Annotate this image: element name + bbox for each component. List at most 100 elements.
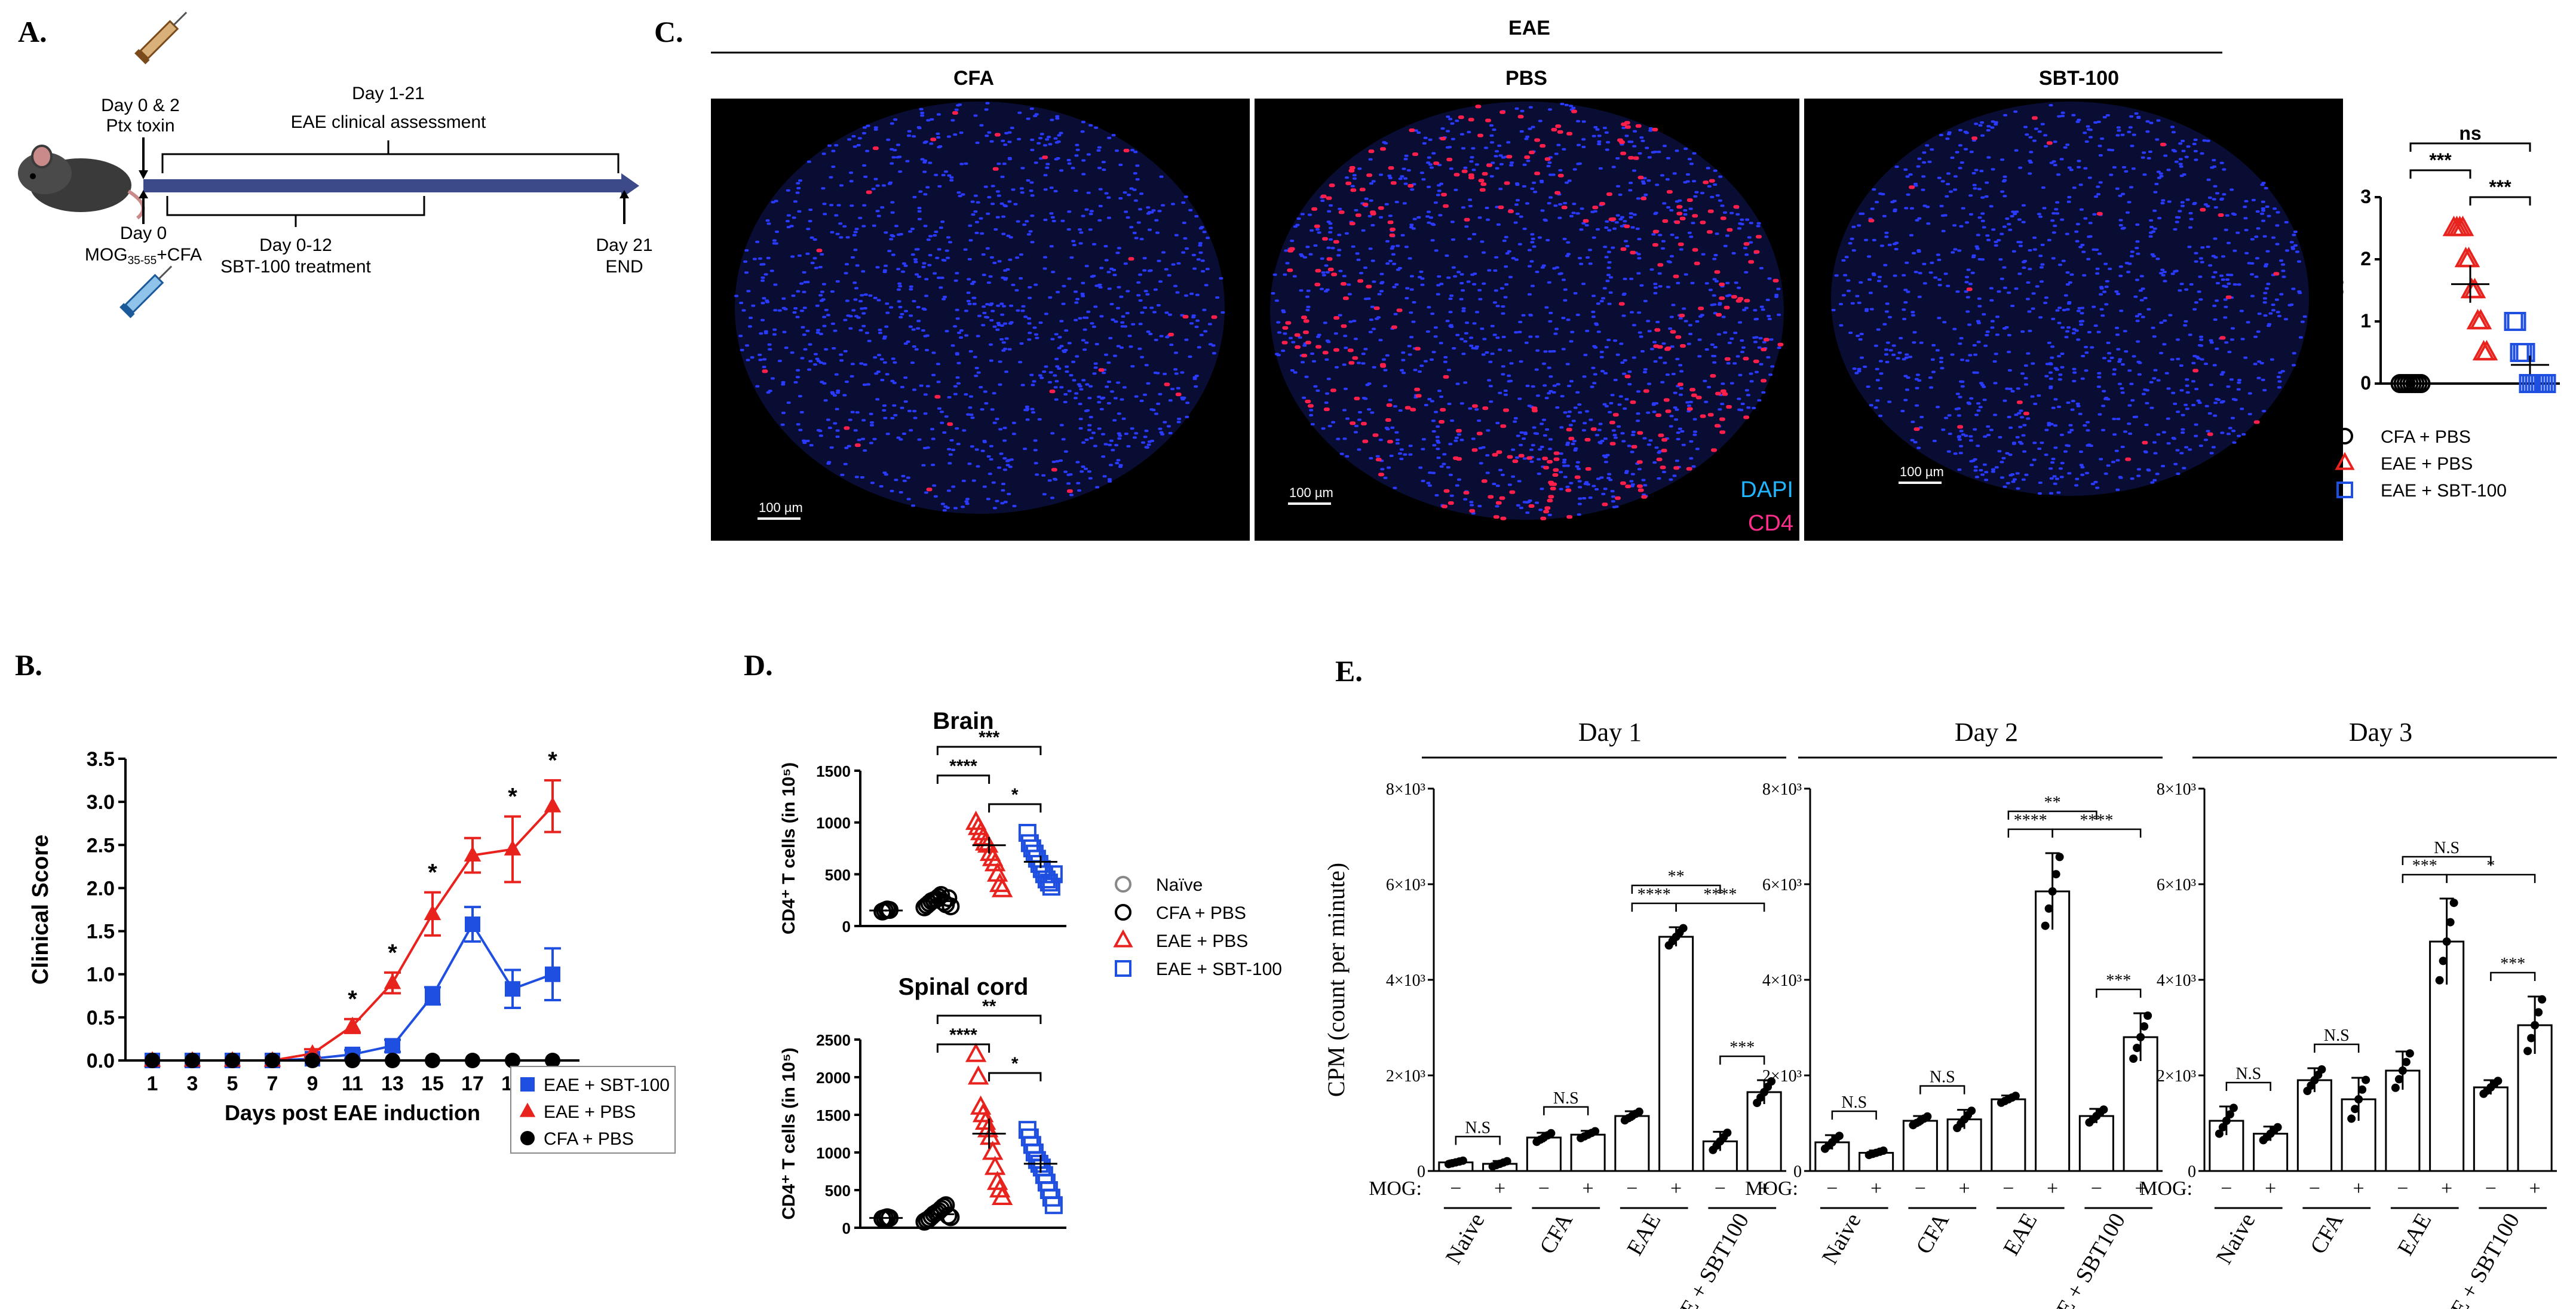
data-point	[2229, 1103, 2238, 1112]
legend-label: EAE + SBT-100	[1156, 959, 1282, 979]
panel-b-letter: B.	[15, 648, 42, 682]
x-tick-label: 3	[187, 1072, 198, 1095]
data-point	[2354, 1095, 2363, 1103]
data-point	[2527, 1034, 2536, 1043]
significance-label: ****	[949, 756, 977, 776]
y-tick-label: 2×10³	[1386, 1067, 1425, 1086]
data-point	[2048, 887, 2057, 896]
data-point	[544, 796, 562, 813]
data-point	[1458, 1156, 1467, 1165]
data-point	[545, 1053, 560, 1068]
group-label: EAE + SBT100	[1660, 1209, 1754, 1309]
significance-bracket	[2314, 1043, 2360, 1053]
data-point	[2136, 1033, 2145, 1041]
data-point	[2439, 957, 2448, 965]
data-point	[464, 846, 482, 862]
y-tick-label: 6×10³	[1386, 876, 1425, 894]
data-point	[2402, 1057, 2411, 1066]
data-point	[2435, 976, 2444, 985]
significance-bracket	[2402, 856, 2492, 865]
panel-a-letter: A.	[18, 15, 47, 48]
legend-label: CFA + PBS	[1156, 903, 1246, 923]
y-axis-label: Histology score	[2319, 210, 2344, 371]
significance-label: ****	[2014, 811, 2047, 830]
significance-label: *	[1011, 1054, 1019, 1074]
significance-label: N.S	[1841, 1093, 1867, 1112]
significance-label: **	[1668, 867, 1685, 886]
legend-label: CFA + PBS	[2381, 427, 2471, 447]
significance-bracket	[1631, 902, 1677, 912]
mog-state: −	[1826, 1178, 1838, 1200]
data-point	[2143, 1011, 2152, 1020]
data-point	[2449, 899, 2458, 908]
significance-bracket	[2096, 988, 2142, 998]
data-point	[2140, 1022, 2149, 1031]
data-point	[1044, 1196, 1063, 1215]
y-tick-label: 6×10³	[2157, 876, 2196, 894]
data-point	[984, 1155, 1006, 1175]
panel-e-letter: E.	[1335, 654, 1363, 688]
end-label-1: Day 21	[596, 235, 652, 255]
data-point	[2516, 343, 2535, 362]
cpm-panel: Day 1 0 2×10³ 4×10³ 6×10³ 8×10³ − + − + − + − + MOG: Na…	[1369, 718, 1786, 1309]
tissue-section	[735, 102, 1225, 514]
x-tick-label: 5	[227, 1072, 238, 1095]
data-point	[2215, 1129, 2224, 1138]
legend-marker	[1115, 904, 1131, 921]
mog-row-label: MOG:	[1369, 1178, 1422, 1200]
data-point	[2133, 1044, 2142, 1052]
legend-marker	[520, 1131, 535, 1145]
treat-label-1: Day 0-12	[259, 235, 332, 255]
significance-bracket	[1675, 902, 1765, 912]
group-label: EAE	[1998, 1209, 2042, 1260]
data-point	[970, 1095, 992, 1115]
bar	[2296, 1079, 2332, 1172]
cd4-cells	[1281, 105, 1784, 520]
bar	[1614, 1115, 1650, 1172]
panel-title: Day 3	[2349, 718, 2412, 747]
data-point	[977, 833, 999, 853]
mog-state: +	[2529, 1178, 2541, 1200]
legend-marker	[2336, 482, 2353, 498]
data-point	[1591, 1127, 1600, 1136]
mog-state: −	[2002, 1178, 2014, 1200]
data-point	[1634, 1107, 1643, 1116]
column-pbs: PBS	[1505, 67, 1547, 90]
bar	[2078, 1115, 2114, 1172]
data-point	[2494, 1077, 2503, 1086]
data-point	[2446, 918, 2455, 927]
significance-bracket	[1455, 1136, 1501, 1145]
panel-d-letter: D.	[744, 648, 773, 682]
mog-state: +	[2441, 1178, 2452, 1200]
eae-group-title: EAE	[1508, 17, 1550, 39]
data-point	[2218, 1123, 2227, 1132]
data-point	[2391, 1083, 2400, 1092]
y-tick-label: 0	[1793, 1163, 1802, 1181]
legend-marker	[1113, 929, 1133, 948]
cpm-panel: Day 3 0 2×10³ 4×10³ 6×10³ 8×10³ − + − + − + − + MOG: Na…	[2139, 718, 2557, 1309]
significance-label: ****	[1637, 885, 1671, 904]
group-label: EAE + SBT100	[2431, 1209, 2525, 1309]
data-point	[344, 1016, 361, 1032]
x-tick-label: 9	[307, 1072, 318, 1095]
significance-label: ***	[2500, 955, 2525, 973]
significance-bracket	[2007, 828, 2053, 838]
legend-marker	[520, 1077, 535, 1092]
data-point	[1767, 1077, 1776, 1086]
histology-score-chart: 0 1 2 3 Histology score ns *** *** CFA + PBS EAE …	[2319, 122, 2560, 501]
panel-title: Day 1	[1578, 718, 1642, 747]
data-point	[265, 1053, 280, 1068]
data-point	[545, 966, 560, 982]
significance-label: N.S	[1930, 1068, 1955, 1087]
mog-state: +	[1670, 1178, 1682, 1200]
legend-marker	[2335, 452, 2355, 470]
data-point	[991, 878, 1013, 897]
significance-label: ***	[2489, 176, 2511, 198]
y-tick-label: 1.0	[87, 964, 115, 986]
significance-bracket	[2007, 810, 2097, 820]
data-point	[1547, 1129, 1556, 1138]
significance-label: ***	[2412, 857, 2437, 875]
data-point	[967, 1065, 989, 1085]
data-point	[384, 973, 401, 989]
data-point	[2055, 853, 2064, 862]
